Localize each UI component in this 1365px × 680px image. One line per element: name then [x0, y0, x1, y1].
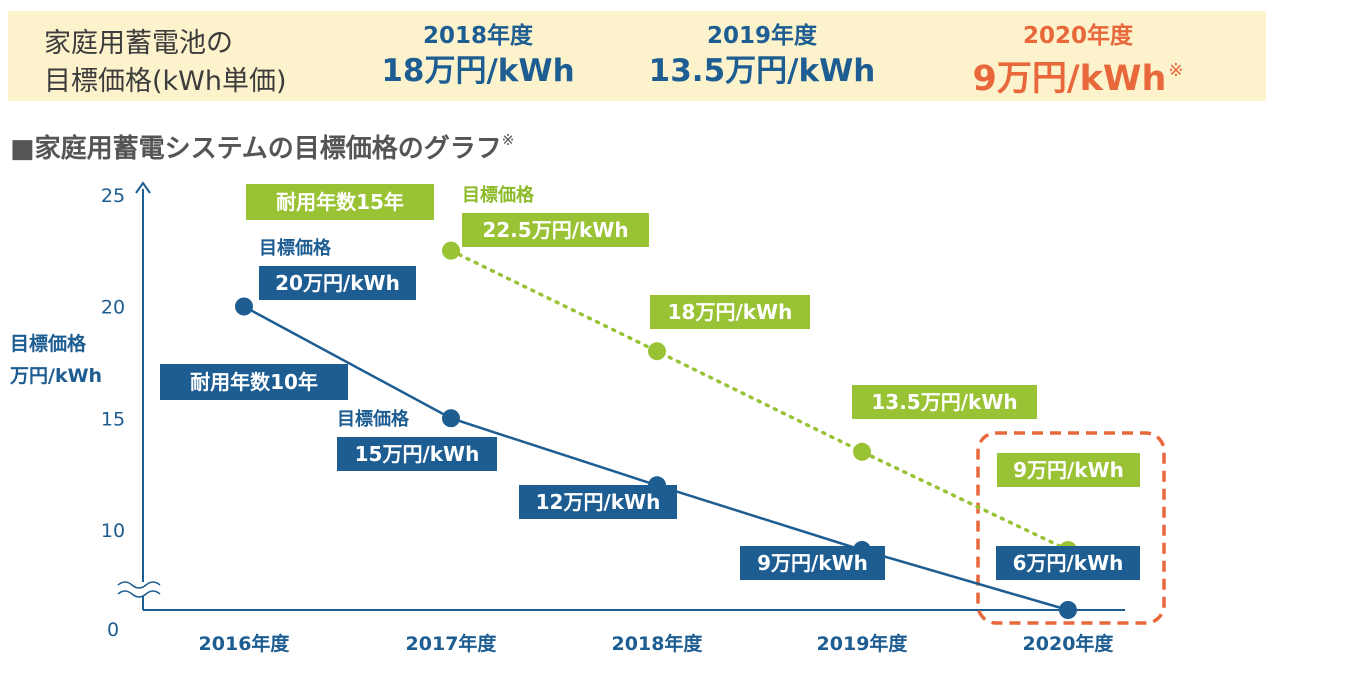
y-tick-label: 10 [101, 520, 125, 542]
x-tick-label: 2019年度 [817, 632, 909, 655]
axis-break-gap [131, 582, 155, 596]
data-label: 20万円/kWh [275, 271, 400, 295]
data-label: 6万円/kWh [1013, 551, 1124, 575]
data-label-bg [462, 213, 649, 247]
data-label: 12万円/kWh [536, 490, 661, 514]
subtitle-text: ■家庭用蓄電システムの目標価格のグラフ [10, 134, 502, 164]
series-name-label-bg [246, 184, 434, 220]
banner-label: 家庭用蓄電池の 目標価格(kWh単価) [44, 25, 364, 101]
x-tick-label: 2017年度 [406, 632, 498, 655]
banner-price: 18万円/kWh [381, 53, 575, 89]
data-label: 22.5万円/kWh [482, 218, 628, 242]
banner-label-line2: 目標価格(kWh単価) [44, 66, 287, 97]
y-tick-label: 25 [101, 185, 125, 207]
data-label-caption: 目標価格 [259, 237, 332, 259]
x-tick-label: 2016年度 [199, 632, 291, 655]
data-label-bg [519, 485, 677, 519]
data-label: 13.5万円/kWh [871, 390, 1017, 414]
data-point [235, 297, 253, 316]
data-point [648, 342, 666, 361]
banner-price: 13.5万円/kWh [648, 53, 876, 89]
banner-year: 2019年度 [706, 23, 817, 49]
axis-break-mark [117, 581, 161, 589]
data-label-caption: 目標価格 [462, 184, 535, 206]
data-label-bg [650, 295, 810, 329]
data-label-bg [337, 437, 497, 471]
y-axis-label-line2: 万円/kWh [9, 365, 102, 387]
series-name-label: 耐用年数10年 [190, 370, 318, 394]
data-label-bg [852, 385, 1037, 419]
banner-year: 2018年度 [422, 23, 533, 49]
axis-break-mark [117, 590, 161, 598]
data-point [1059, 601, 1077, 619]
banner-col-2018: 2018年度 18万円/kWh [368, 21, 588, 91]
y-tick-label: 15 [101, 408, 125, 430]
highlight-box-2020 [976, 431, 1166, 625]
series-line-green [449, 248, 1070, 552]
note-mark: ※ [1168, 60, 1184, 81]
data-point [853, 442, 871, 461]
data-label-bg [996, 546, 1140, 580]
banner-label-line1: 家庭用蓄電池の [44, 28, 233, 59]
x-tick-label: 2018年度 [612, 632, 704, 655]
data-label: 18万円/kWh [668, 300, 793, 324]
data-label: 9万円/kWh [1013, 458, 1124, 482]
data-label-bg [740, 546, 885, 580]
target-price-banner: 家庭用蓄電池の 目標価格(kWh単価) 2018年度 18万円/kWh 2019… [8, 11, 1266, 101]
data-labels: 20万円/kWh 目標価格 15万円/kWh 目標価格 12万円/kWh 9万円/kWh 6… [160, 184, 1140, 580]
highlight-box-layer [976, 431, 1166, 625]
y-tick-label: 20 [101, 297, 125, 319]
banner-col-2020: 2020年度 9万円/kWh ※ [938, 21, 1218, 99]
data-point [442, 241, 460, 260]
y-tick-label: 0 [107, 619, 119, 641]
y-axis-label-line1: 目標価格 [10, 332, 87, 355]
data-label-bg [259, 266, 416, 300]
y-axis-arrow [135, 181, 151, 194]
x-tick-label: 2020年度 [1023, 632, 1115, 655]
data-point [442, 409, 460, 428]
chart-subtitle: ■家庭用蓄電システムの目標価格のグラフ※ [10, 128, 514, 165]
series-name-label-bg [160, 364, 348, 400]
banner-col-2019: 2019年度 13.5万円/kWh [632, 21, 892, 91]
banner-price-value: 9万円/kWh [972, 59, 1167, 99]
data-label-caption: 目標価格 [337, 408, 410, 430]
data-label: 9万円/kWh [757, 551, 868, 575]
data-label: 15万円/kWh [355, 442, 480, 466]
banner-price-highlight: 9万円/kWh ※ [938, 51, 1218, 99]
banner-year-highlight: 2020年度 [1022, 23, 1133, 49]
series-name-label: 耐用年数15年 [276, 190, 404, 214]
data-label-bg [997, 453, 1140, 487]
note-mark: ※ [501, 131, 515, 149]
